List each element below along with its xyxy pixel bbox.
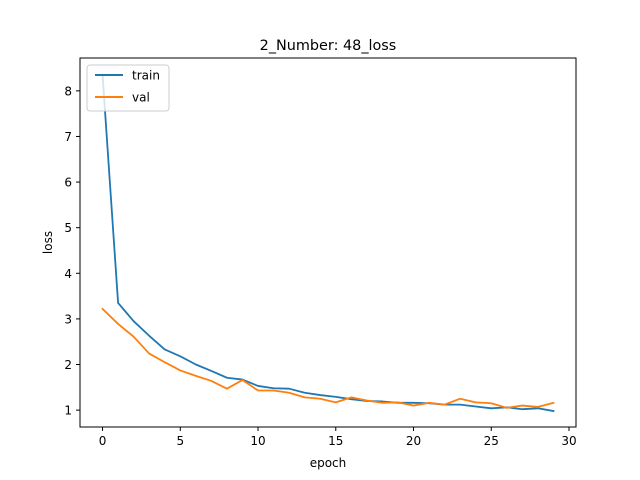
x-axis-label: epoch (310, 456, 347, 470)
x-tick-label: 15 (328, 434, 343, 448)
y-tick-label: 7 (64, 130, 72, 144)
x-tick-label: 10 (250, 434, 265, 448)
y-tick-label: 6 (64, 176, 72, 190)
series-line-val (101, 307, 555, 409)
plot-frame (79, 57, 577, 428)
y-axis-label: loss (41, 231, 55, 254)
legend-train-label: train (132, 69, 160, 83)
y-tick-label: 4 (64, 267, 72, 281)
y-tick-label: 5 (64, 221, 72, 235)
series-line-train (101, 73, 555, 413)
legend-box (86, 64, 170, 112)
x-tick-label: 0 (99, 434, 107, 448)
y-axis-ticks: 1 2 3 4 5 6 7 8 (64, 84, 80, 418)
x-tick-label: 30 (561, 434, 576, 448)
chart-title: 2_Number: 48_loss (260, 38, 397, 54)
x-tick-label: 20 (406, 434, 421, 448)
y-tick-label: 3 (64, 312, 72, 326)
legend-val-label: val (132, 91, 150, 105)
x-tick-label: 5 (176, 434, 184, 448)
x-axis-ticks: 0 5 10 15 20 25 30 (99, 427, 577, 448)
plot-lines (101, 73, 555, 413)
legend: train val (86, 64, 170, 112)
x-tick-label: 25 (484, 434, 499, 448)
y-tick-label: 8 (64, 84, 72, 98)
y-tick-label: 2 (64, 358, 72, 372)
y-tick-label: 1 (64, 404, 72, 418)
